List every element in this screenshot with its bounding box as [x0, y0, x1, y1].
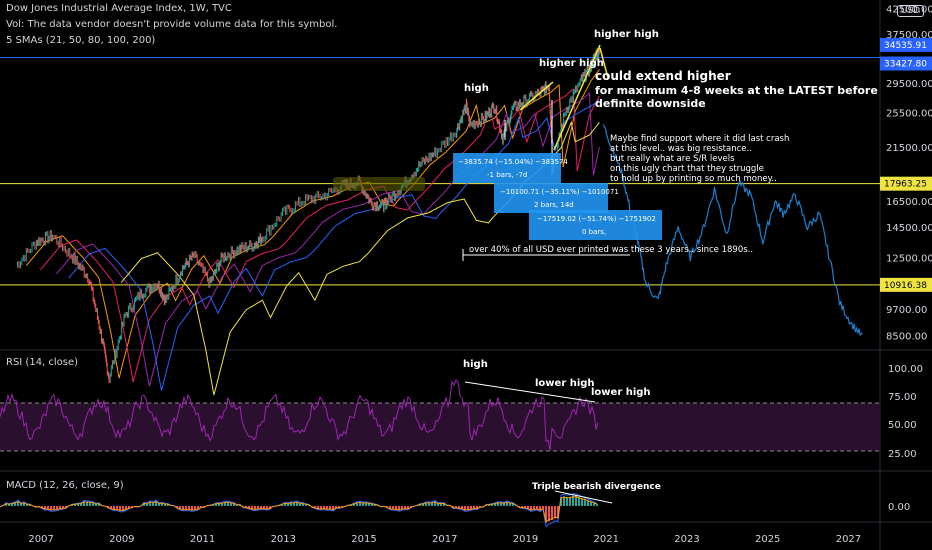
svg-text:2 bars, 14d: 2 bars, 14d — [534, 201, 574, 209]
rsi-band — [0, 403, 880, 451]
rsi-annot-lower-high-2: lower high — [591, 387, 651, 398]
price-tick-label: 29500.00 — [886, 79, 932, 90]
x-tick-label: 2011 — [190, 534, 215, 545]
x-tick-label: 2023 — [674, 534, 699, 545]
svg-text:−3835.74 (−15.04%) −383574: −3835.74 (−15.04%) −383574 — [458, 158, 568, 166]
x-tick-label: 2015 — [351, 534, 376, 545]
x-tick-label: 2017 — [432, 534, 457, 545]
annot-high: high — [464, 83, 489, 94]
price-badge-bg — [880, 277, 932, 292]
price-tick-label: 9700.00 — [886, 305, 927, 316]
macd-signal-line — [0, 496, 598, 523]
rsi-line — [0, 378, 599, 451]
trendline — [599, 47, 609, 79]
measure-box-3[interactable]: −17519.02 (−51.74%) −1751902 0 bars, — [529, 210, 662, 240]
price-tick-label: 21500.00 — [886, 143, 932, 154]
x-tick-label: 2007 — [28, 534, 53, 545]
macd-divergence-line — [554, 490, 613, 504]
vol-note: Vol: The data vendor doesn't provide vol… — [6, 19, 338, 30]
trendline — [553, 44, 601, 151]
svg-text:on this ugly chart that they s: on this ugly chart that they struggle — [610, 164, 764, 174]
projection-line — [602, 124, 863, 337]
rsi-tick-100: 100.00 — [888, 364, 923, 375]
price-badge: 33427.80 — [880, 56, 932, 71]
svg-text:at this level.. was big resist: at this level.. was big resistance.. — [610, 144, 752, 154]
sma-line — [40, 88, 600, 383]
price-badge-bg — [880, 176, 932, 191]
svg-text:-1 bars, -7d: -1 bars, -7d — [487, 171, 527, 179]
svg-text:0 bars,: 0 bars, — [582, 228, 606, 236]
svg-text:−10100.71 (−35.11%) −1010071: −10100.71 (−35.11%) −1010071 — [500, 188, 619, 196]
price-badge-bg — [880, 37, 932, 52]
price-badge: 34535.91 — [880, 37, 932, 52]
svg-text:Maybe find support where it di: Maybe find support where it did last cra… — [610, 134, 789, 144]
annot-usd: over 40% of all USD ever printed was the… — [469, 245, 753, 255]
price-badge-bg — [880, 56, 932, 71]
price-badge-label: 17963.25 — [884, 180, 927, 190]
rsi-label[interactable]: RSI (14, close) — [6, 357, 79, 368]
annot-higher-high-2: higher high — [594, 29, 659, 40]
annot-extend-1: could extend higher — [595, 69, 731, 83]
price-tick-label: 37500.00 — [886, 30, 932, 41]
annot-higher-high-1: higher high — [539, 58, 604, 69]
measure-box-1[interactable]: −3835.74 (−15.04%) −383574 -1 bars, -7d — [453, 153, 568, 183]
chart-title: Dow Jones Industrial Average Index, 1W, … — [6, 3, 232, 14]
sma-legend[interactable]: 5 SMAs (21, 50, 80, 100, 200) — [6, 35, 156, 46]
price-tick-label: 14500.00 — [886, 223, 932, 234]
macd-label[interactable]: MACD (12, 26, close, 9) — [6, 480, 124, 491]
macd-tick-0: 0.00 — [888, 502, 910, 513]
annot-extend-3: definite downside — [595, 97, 706, 110]
price-badge-label: 33427.80 — [884, 60, 927, 70]
rsi-divergence-line — [464, 381, 596, 403]
svg-text:−17519.02 (−51.74%) −1751902: −17519.02 (−51.74%) −1751902 — [537, 215, 656, 223]
price-tick-label: 42500.00 — [886, 5, 932, 16]
x-tick-label: 2019 — [513, 534, 538, 545]
annot-support: Maybe find support where it did last cra… — [610, 134, 789, 184]
price-badge: 10916.38 — [880, 277, 932, 292]
x-tick-label: 2027 — [836, 534, 861, 545]
svg-text:to hold up by printing so much: to hold up by printing so much money.. — [610, 174, 777, 184]
price-badge-label: 10916.38 — [884, 281, 927, 291]
svg-text:but really what are S/R levels: but really what are S/R levels — [610, 154, 735, 164]
rsi-annot-high: high — [463, 359, 488, 370]
macd-annot: Triple bearish divergence — [532, 482, 661, 492]
sma-line — [56, 92, 600, 387]
price-tick-label: 12500.00 — [886, 253, 932, 264]
x-tick-label: 2025 — [755, 534, 780, 545]
rsi-tick-25: 25.00 — [888, 449, 917, 460]
rsi-tick-75: 75.00 — [888, 392, 917, 403]
measure-box-2[interactable]: −10100.71 (−35.11%) −1010071 2 bars, 14d — [494, 183, 619, 213]
price-tick-label: 25500.00 — [886, 108, 932, 119]
price-badge-label: 34535.91 — [884, 41, 927, 51]
price-tick-label: 16500.00 — [886, 197, 932, 208]
rsi-tick-50: 50.00 — [888, 420, 917, 431]
rsi-annot-lower-high-1: lower high — [535, 378, 595, 389]
price-badge: 17963.25 — [880, 176, 932, 191]
macd-line — [0, 493, 598, 528]
annot-extend-2: for maximum 4-8 weeks at the LATEST befo… — [595, 84, 878, 97]
x-tick-label: 2013 — [271, 534, 296, 545]
x-tick-label: 2021 — [594, 534, 619, 545]
trendline — [519, 81, 554, 111]
x-tick-label: 2009 — [109, 534, 134, 545]
sma-line — [68, 98, 600, 391]
currency-badge[interactable]: USD — [896, 5, 924, 17]
price-tick-label: 8500.00 — [886, 332, 927, 343]
highlight-zone — [333, 177, 425, 191]
